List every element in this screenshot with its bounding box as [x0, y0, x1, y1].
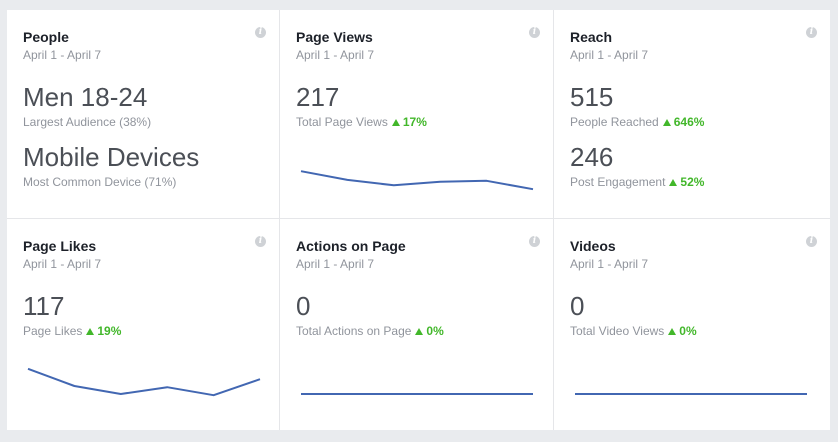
trend-sparkline: [301, 393, 533, 395]
card-title: Actions on Page: [296, 238, 406, 254]
videos-card[interactable]: Videos April 1 - April 7 i 0 Total Video…: [554, 219, 830, 430]
actions-on-page-card[interactable]: Actions on Page April 1 - April 7 i 0 To…: [280, 219, 554, 430]
info-icon[interactable]: i: [529, 236, 540, 247]
change-value: 646%: [673, 115, 705, 129]
metric-group: 117 Page Likes 19%: [23, 292, 279, 338]
change-indicator: 0%: [668, 324, 697, 338]
people-card[interactable]: People April 1 - April 7 i Men 18-24 Lar…: [7, 10, 280, 219]
trend-sparkline: [575, 393, 807, 395]
metric-label: People Reached: [570, 115, 659, 129]
trend-line: [27, 367, 261, 397]
arrow-up-icon: [86, 328, 95, 335]
card-title: People: [23, 29, 69, 45]
metric-value: 246: [570, 142, 614, 172]
change-value: 52%: [680, 175, 705, 189]
info-icon[interactable]: i: [529, 27, 540, 38]
info-icon[interactable]: i: [255, 27, 266, 38]
date-range: April 1 - April 7: [296, 48, 375, 62]
arrow-up-icon: [662, 119, 671, 126]
page-views-card[interactable]: Page Views April 1 - April 7 i 217 Total…: [280, 10, 554, 219]
change-indicator: 0%: [415, 324, 444, 338]
metric-value: 217: [296, 82, 340, 112]
metric-group: 0 Total Actions on Page 0%: [296, 292, 553, 338]
metric-label: Page Likes: [23, 324, 83, 338]
card-title: Reach: [570, 29, 613, 45]
arrow-up-icon: [415, 328, 424, 335]
info-icon[interactable]: i: [255, 236, 266, 247]
metric-group: 0 Total Video Views 0%: [570, 292, 830, 338]
metric-label-row: Page Likes 19%: [23, 324, 279, 338]
date-range: April 1 - April 7: [23, 257, 102, 271]
arrow-up-icon: [668, 328, 677, 335]
date-range: April 1 - April 7: [23, 48, 102, 62]
info-icon[interactable]: i: [806, 27, 817, 38]
metric-label: Post Engagement: [570, 175, 666, 189]
arrow-up-icon: [391, 119, 400, 126]
insights-dashboard: People April 1 - April 7 i Men 18-24 Lar…: [7, 10, 830, 430]
metric-group: Mobile Devices Most Common Device (71%): [23, 143, 279, 189]
metric-value: 0: [570, 291, 585, 321]
metric-group: 217 Total Page Views 17%: [296, 83, 553, 129]
card-title: Page Likes: [23, 238, 97, 254]
metric-label: Total Video Views: [570, 324, 665, 338]
change-value: 19%: [97, 324, 122, 338]
metric-label-row: Post Engagement 52%: [570, 175, 830, 189]
metric-group: 515 People Reached 646%: [570, 83, 830, 129]
change-value: 17%: [402, 115, 427, 129]
metric-label: Most Common Device (71%): [23, 175, 177, 189]
change-indicator: 19%: [86, 324, 121, 338]
change-indicator: 646%: [662, 115, 705, 129]
change-indicator: 17%: [391, 115, 427, 129]
metric-value: 117: [23, 291, 65, 321]
card-title: Videos: [570, 238, 616, 254]
page-likes-card[interactable]: Page Likes April 1 - April 7 i 117 Page …: [7, 219, 280, 430]
change-value: 0%: [426, 324, 444, 338]
metric-group: Men 18-24 Largest Audience (38%): [23, 83, 279, 129]
change-value: 0%: [679, 324, 697, 338]
trend-sparkline: [27, 367, 261, 397]
metric-label-row: Total Video Views 0%: [570, 324, 830, 338]
info-icon[interactable]: i: [806, 236, 817, 247]
date-range: April 1 - April 7: [296, 257, 375, 271]
metric-label-row: People Reached 646%: [570, 115, 830, 129]
card-title: Page Views: [296, 29, 373, 45]
metric-label: Total Page Views: [296, 115, 388, 129]
metric-label: Total Actions on Page: [296, 324, 412, 338]
arrow-up-icon: [669, 179, 678, 186]
metric-label-row: Total Actions on Page 0%: [296, 324, 553, 338]
metric-label-row: Total Page Views 17%: [296, 115, 553, 129]
metric-value: Men 18-24: [23, 82, 148, 112]
metric-value: Mobile Devices: [23, 142, 200, 172]
trend-line: [300, 170, 534, 191]
date-range: April 1 - April 7: [570, 48, 649, 62]
metric-label: Largest Audience (38%): [23, 115, 152, 129]
metric-group: 246 Post Engagement 52%: [570, 143, 830, 189]
trend-sparkline: [300, 170, 534, 191]
date-range: April 1 - April 7: [570, 257, 649, 271]
metric-value: 0: [296, 291, 311, 321]
metric-value: 515: [570, 82, 614, 112]
reach-card[interactable]: Reach April 1 - April 7 i 515 People Rea…: [554, 10, 830, 219]
change-indicator: 52%: [669, 175, 704, 189]
